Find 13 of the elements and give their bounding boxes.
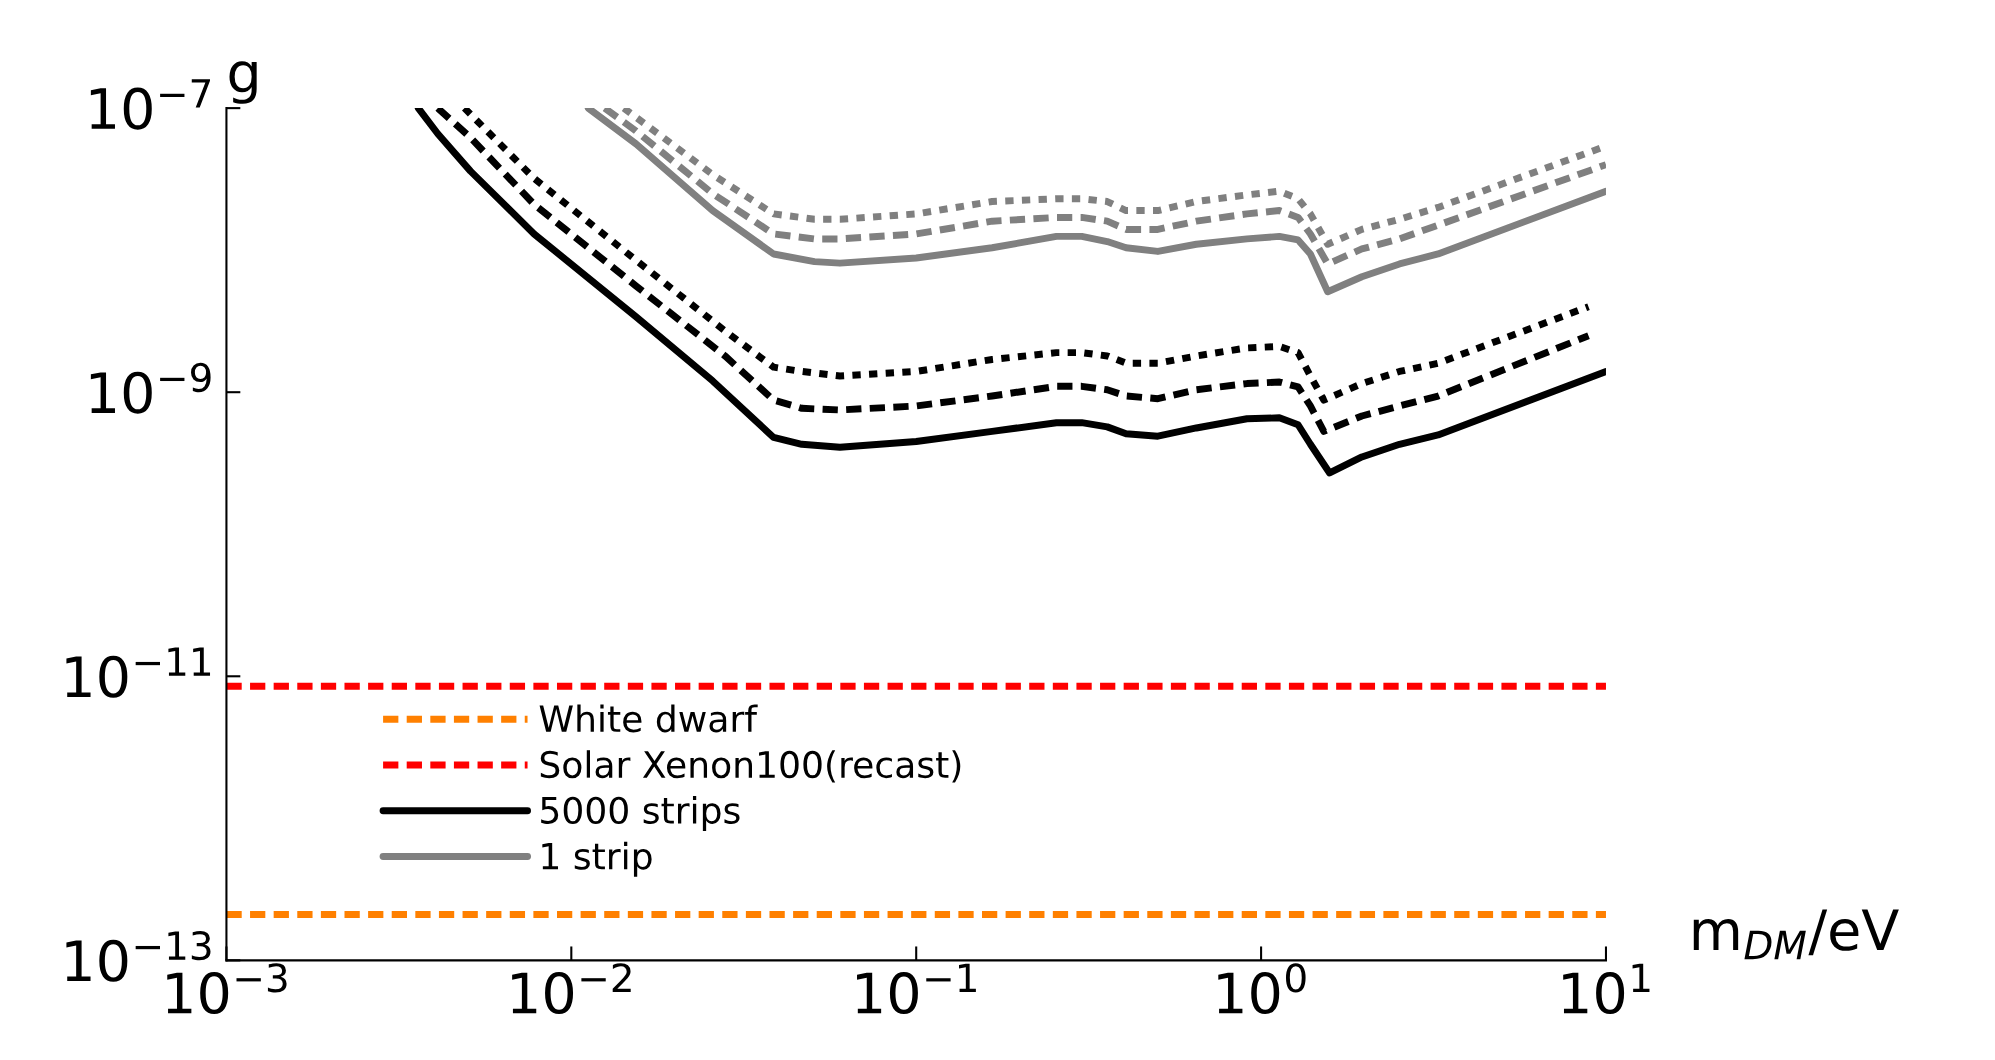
- legend-label: 1 strip: [542, 841, 652, 877]
- x-tick-label: 10$^{−1}$: [857, 963, 976, 1015]
- y-tick-label: 10$^{−7}$: [90, 79, 210, 130]
- x-axis-title: m$_{DM}$/eV: [1693, 909, 1899, 960]
- x-tick-label: 10$^{0}$: [1218, 963, 1306, 1015]
- legend-label: White dwarf: [539, 704, 758, 733]
- y-axis-title: g: [229, 61, 257, 104]
- x-tick-label: 10$^{−2}$: [512, 963, 631, 1015]
- legend-label: 5000 strips: [541, 795, 740, 831]
- y-tick-label: 10$^{−11}$: [66, 647, 211, 698]
- y-tick-label: 10$^{−9}$: [90, 362, 211, 414]
- x-tick-label: 10$^{1}$: [1563, 963, 1650, 1015]
- legend-label: Solar Xenon100(recast): [540, 750, 961, 783]
